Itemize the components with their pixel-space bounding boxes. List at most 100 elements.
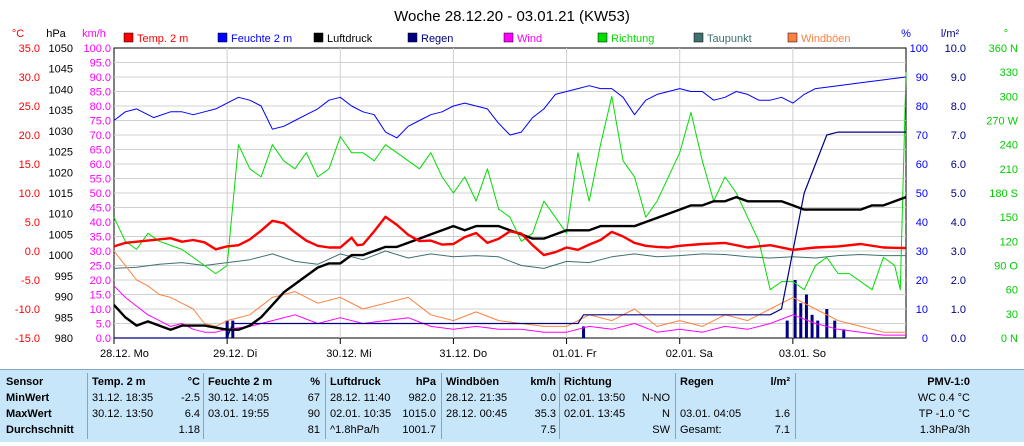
table-header: Feuchte 2 m% — [208, 374, 320, 390]
axis-tick-label: 25.0 — [19, 101, 40, 113]
axis-tick-label: 30 — [916, 246, 928, 258]
table-cell-value: 1.18 — [178, 424, 200, 436]
table-cell: SW — [564, 422, 670, 438]
table-cell: 1.3hPa/3h — [800, 422, 970, 438]
axis-tick-label: 240 — [1000, 140, 1018, 152]
table-cell-label: 03.01. 04:05 — [680, 408, 742, 420]
axis-tick-label: 40.0 — [90, 217, 111, 229]
x-axis-label: 02.01. Sa — [666, 348, 714, 360]
table-header-label: Luftdruck — [330, 376, 381, 388]
table-header: Temp. 2 m °C — [92, 374, 200, 390]
statistics-table: Sensor MinWert MaxWert Durchschnitt Temp. 2 … — [0, 369, 1024, 442]
axis-tick-label: 50 — [916, 188, 928, 200]
axis-tick-label: 20.0 — [19, 130, 40, 142]
series-line — [114, 131, 906, 339]
table-cell-label: 31.12. 18:35 — [92, 392, 154, 404]
axis-tick-label: 10 — [916, 304, 928, 316]
table-column: Sensor MinWert MaxWert Durchschnitt — [6, 374, 86, 446]
series-line — [113, 72, 907, 291]
series-line — [113, 285, 906, 336]
table-cell: TP -1.0 °C — [800, 406, 970, 422]
axis-tick-label: 90 — [916, 72, 928, 84]
table-cell-value: WC 0.4 °C — [917, 392, 970, 404]
table-cell-value: 90 — [307, 408, 320, 420]
axis-tick-label: 10.0 — [19, 188, 40, 200]
axis-tick-label: 60.0 — [90, 159, 111, 171]
weather-chart: Woche 28.12.20 - 03.01.21 (KW53) 35.0 30.… — [11, 8, 1019, 360]
legend-swatch — [787, 32, 798, 43]
axis-tick-label: 1025 — [49, 147, 73, 159]
axis-tick-label: 30 — [1006, 309, 1018, 321]
axis-tick-label: 0 — [922, 333, 928, 345]
axis-tick-label: 180 S — [989, 188, 1018, 200]
table-cell: 02.01. 13:50 N-NO — [564, 390, 670, 406]
rain-bar — [833, 320, 837, 338]
axis-tick-label: 300 — [1000, 91, 1018, 103]
table-cell-label: 28.12. 00:45 — [446, 408, 508, 420]
axis-tick-label: 0.0 — [25, 246, 40, 258]
axis-tick-label: 15.0 — [90, 290, 111, 302]
table-cell-value: 0.0 — [540, 392, 556, 404]
axis-tick-label: 30.0 — [90, 246, 111, 258]
table-cell-label: 30.12. 13:50 — [92, 408, 154, 420]
axis-tick-label: 20 — [916, 275, 928, 287]
x-axis-label: 31.12. Do — [439, 348, 487, 360]
table-header-label: Feuchte 2 m — [208, 376, 273, 388]
axis-tick-label: 75.0 — [90, 116, 111, 128]
axis-tick-label: 10.0 — [945, 43, 966, 55]
legend-label: Windböen — [801, 33, 851, 45]
axis-tick-label: 985 — [55, 312, 73, 324]
legend-label: Luftdruck — [327, 33, 373, 45]
table-cell: 28.12. 21:35 0.0 — [446, 390, 556, 406]
legend-label: Richtung — [611, 33, 654, 45]
axis-tick-label: 0.0 — [951, 333, 966, 345]
axis-tick-label: 80 — [916, 101, 928, 113]
table-header-unit: km/h — [530, 376, 556, 388]
table-header: Richtung — [564, 374, 670, 390]
rain-bar — [785, 320, 789, 338]
axis-tick-label: 10.0 — [90, 304, 111, 316]
table-column: Luftdruck hPa 28.12. 11:40 982.0 02.01. 10:3… — [330, 374, 436, 446]
table-cell: 03.01. 04:05 1.6 — [680, 406, 790, 422]
axis-unit-label: °C — [12, 28, 24, 40]
table-header-label: Richtung — [564, 376, 612, 388]
axis-tick-label: 1020 — [49, 167, 73, 179]
table-cell-label: 28.12. 11:40 — [330, 392, 391, 404]
axis-tick-label: -15.0 — [15, 333, 40, 345]
axis-tick-label: 80.0 — [90, 101, 111, 113]
axis-tick-label: 35.0 — [19, 43, 40, 55]
axis-unit-labels: °C hPa km/h% l/m² ° — [12, 28, 1008, 40]
rain-bar — [816, 320, 820, 338]
axis-unit-label: l/m² — [941, 28, 960, 40]
legend-swatch — [313, 32, 324, 43]
table-cell-label: Durchschnitt — [6, 424, 74, 436]
table-cell-value: N-NO — [641, 392, 670, 404]
rain-bar — [810, 314, 814, 338]
rain-bar — [799, 303, 803, 338]
axis-tick-label: 60 — [916, 159, 928, 171]
table-header-unit: °C — [187, 376, 200, 388]
table-separator — [795, 373, 796, 439]
table-cell-value: 7.1 — [774, 424, 790, 436]
table-cell: 7.5 — [446, 422, 556, 438]
table-cell: 28.12. 11:40 982.0 — [330, 390, 436, 406]
table-cell-value: 1001.7 — [402, 424, 436, 436]
axis-tick-label: 85.0 — [90, 87, 111, 99]
table-cell-label: 02.01. 13:45 — [564, 408, 626, 420]
legend-label: Temp. 2 m — [137, 33, 188, 45]
table-separator — [559, 373, 560, 439]
table-header-label: Regen — [680, 376, 714, 388]
axis-tick-label: 330 — [1000, 67, 1018, 79]
chart-title: Woche 28.12.20 - 03.01.21 (KW53) — [394, 8, 630, 25]
axis-tick-label: 55.0 — [90, 174, 111, 186]
table-cell: 1.18 — [92, 422, 200, 438]
axis-tick-label: 120 — [1000, 236, 1018, 248]
table-cell: MaxWert — [6, 406, 86, 422]
table-cell: 81 — [208, 422, 320, 438]
table-cell-value: 7.5 — [540, 424, 556, 436]
table-header-unit: l/m² — [770, 376, 790, 388]
table-cell-label: 02.01. 13:50 — [564, 392, 626, 404]
rain-bar — [793, 280, 797, 338]
series-line — [113, 215, 907, 257]
axis-tick-label: 65.0 — [90, 145, 111, 157]
